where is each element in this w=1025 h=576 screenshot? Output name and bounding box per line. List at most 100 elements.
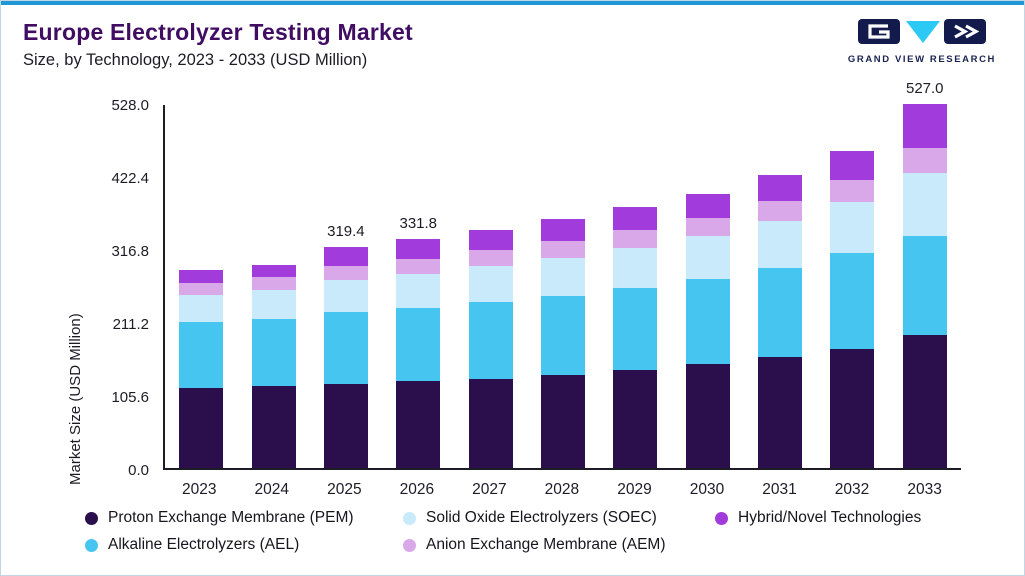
page-subtitle: Size, by Technology, 2023 - 2033 (USD Mi… xyxy=(23,51,368,69)
bar-segment xyxy=(758,174,803,202)
y-tick-label: 422.4 xyxy=(111,170,149,187)
bar-segment xyxy=(468,229,513,251)
x-tick-label: 2028 xyxy=(544,481,580,498)
legend-swatch xyxy=(85,511,98,525)
bar-segment xyxy=(179,270,224,283)
legend-swatch xyxy=(715,511,728,525)
bar-segment xyxy=(251,318,296,387)
legend-item: Hybrid/Novel Technologies xyxy=(715,509,921,527)
bar-segment xyxy=(902,103,947,148)
bar-segment xyxy=(251,264,296,278)
bar-value-label: 527.0 xyxy=(905,79,944,97)
bar-segment xyxy=(468,266,513,303)
bar-segment xyxy=(613,248,658,289)
legend: Proton Exchange Membrane (PEM) Solid Oxid… xyxy=(85,509,921,554)
top-accent-bar xyxy=(1,1,1024,5)
bar-segment xyxy=(758,267,803,358)
bar-segment xyxy=(758,220,803,268)
bar-2026: 331.8 xyxy=(396,215,441,468)
bar-segment xyxy=(323,265,368,280)
bar-segment xyxy=(468,378,513,468)
x-tick-label: 2025 xyxy=(327,481,362,498)
bar-segment xyxy=(613,230,658,249)
grand-view-research-logo: GRAND VIEW RESEARCH xyxy=(848,19,1002,65)
bar-segment xyxy=(540,241,585,258)
x-tick-label: 2027 xyxy=(472,481,507,498)
header: Europe Electrolyzer Testing Market Size,… xyxy=(23,19,1002,70)
bar-segment xyxy=(323,383,368,468)
bar-segment xyxy=(396,307,441,381)
logo-text: GRAND VIEW RESEARCH xyxy=(847,54,996,65)
x-tick-label: 2030 xyxy=(689,481,725,498)
bar-segment xyxy=(830,349,875,468)
bar-segment xyxy=(758,357,803,468)
bar-segment xyxy=(251,277,296,290)
bar-segment xyxy=(251,289,296,319)
bar-2028 xyxy=(540,219,585,468)
bar-segment xyxy=(540,374,585,468)
chart: Market Size (USD Million) 0.0 105.6 211.2 3… xyxy=(1,80,1024,509)
bar-2032 xyxy=(830,150,875,468)
x-tick-label: 2031 xyxy=(762,481,797,498)
x-axis-labels: 2023 2024 2025 2026 2027 2028 2029 2030 2031 2032… xyxy=(163,481,961,499)
bar-segment xyxy=(685,236,730,280)
bar-segment xyxy=(613,369,658,468)
legend-label: Hybrid/Novel Technologies xyxy=(738,509,922,526)
bar-segment xyxy=(685,193,730,218)
bar-segment xyxy=(396,238,441,259)
bar-segment xyxy=(323,280,368,313)
y-tick-label: 316.8 xyxy=(111,243,149,260)
legend-swatch xyxy=(403,538,416,552)
bar-2027 xyxy=(468,229,513,468)
bar-segment xyxy=(613,288,658,370)
bar-segment xyxy=(830,253,875,350)
bar-segment xyxy=(685,217,730,237)
y-tick-label: 211.2 xyxy=(112,316,149,333)
bar-segment xyxy=(179,294,224,323)
legend-label: Solid Oxide Electrolyzers (SOEC) xyxy=(426,509,657,526)
legend-item: Anion Exchange Membrane (AEM) xyxy=(403,536,715,554)
bar-2024 xyxy=(251,264,296,468)
page-title: Europe Electrolyzer Testing Market xyxy=(23,19,413,45)
legend-label: Anion Exchange Membrane (AEM) xyxy=(426,536,666,553)
bar-segment xyxy=(685,363,730,468)
bar-segment xyxy=(902,335,947,468)
bar-segment xyxy=(830,150,875,181)
x-tick-label: 2023 xyxy=(182,481,217,498)
y-tick-label: 105.6 xyxy=(111,389,149,406)
y-axis-title: Market Size (USD Million) xyxy=(67,313,84,485)
bar-2031 xyxy=(758,174,803,468)
y-tick-label: 0.0 xyxy=(128,462,149,479)
legend-swatch xyxy=(85,538,98,552)
y-axis-ticks: 0.0 105.6 211.2 316.8 422.4 528.0 xyxy=(85,97,149,479)
bar-segment xyxy=(396,258,441,274)
legend-item: Alkaline Electrolyzers (AEL) xyxy=(85,536,403,554)
bar-segment xyxy=(830,201,875,254)
bar-2025: 319.4 xyxy=(323,223,368,468)
bar-segment xyxy=(251,386,296,468)
plot-area: 319.4 331.8 527.0 xyxy=(163,80,961,470)
bar-2029 xyxy=(613,206,658,468)
bar-segment xyxy=(468,302,513,379)
bar-2033: 527.0 xyxy=(902,80,947,468)
bar-segment xyxy=(830,180,875,202)
bar-segment xyxy=(396,273,441,308)
bar-segment xyxy=(902,236,947,336)
x-tick-label: 2032 xyxy=(834,481,870,498)
x-tick-label: 2026 xyxy=(399,481,435,498)
x-tick-label: 2029 xyxy=(617,481,652,498)
bar-value-label: 331.8 xyxy=(399,214,438,232)
bar-segment xyxy=(902,172,947,237)
bar-segment xyxy=(758,201,803,221)
x-tick-label: 2024 xyxy=(254,481,290,498)
legend-swatch xyxy=(403,511,416,525)
bar-segment xyxy=(179,282,224,295)
y-tick-label: 528.0 xyxy=(111,97,149,114)
title-block: Europe Electrolyzer Testing Market Size,… xyxy=(23,19,413,70)
bar-segment xyxy=(179,387,224,468)
legend-item: Proton Exchange Membrane (PEM) xyxy=(85,509,403,527)
bar-segment xyxy=(468,250,513,267)
gvr-logo-icon xyxy=(857,19,986,44)
bar-segment xyxy=(540,219,585,242)
